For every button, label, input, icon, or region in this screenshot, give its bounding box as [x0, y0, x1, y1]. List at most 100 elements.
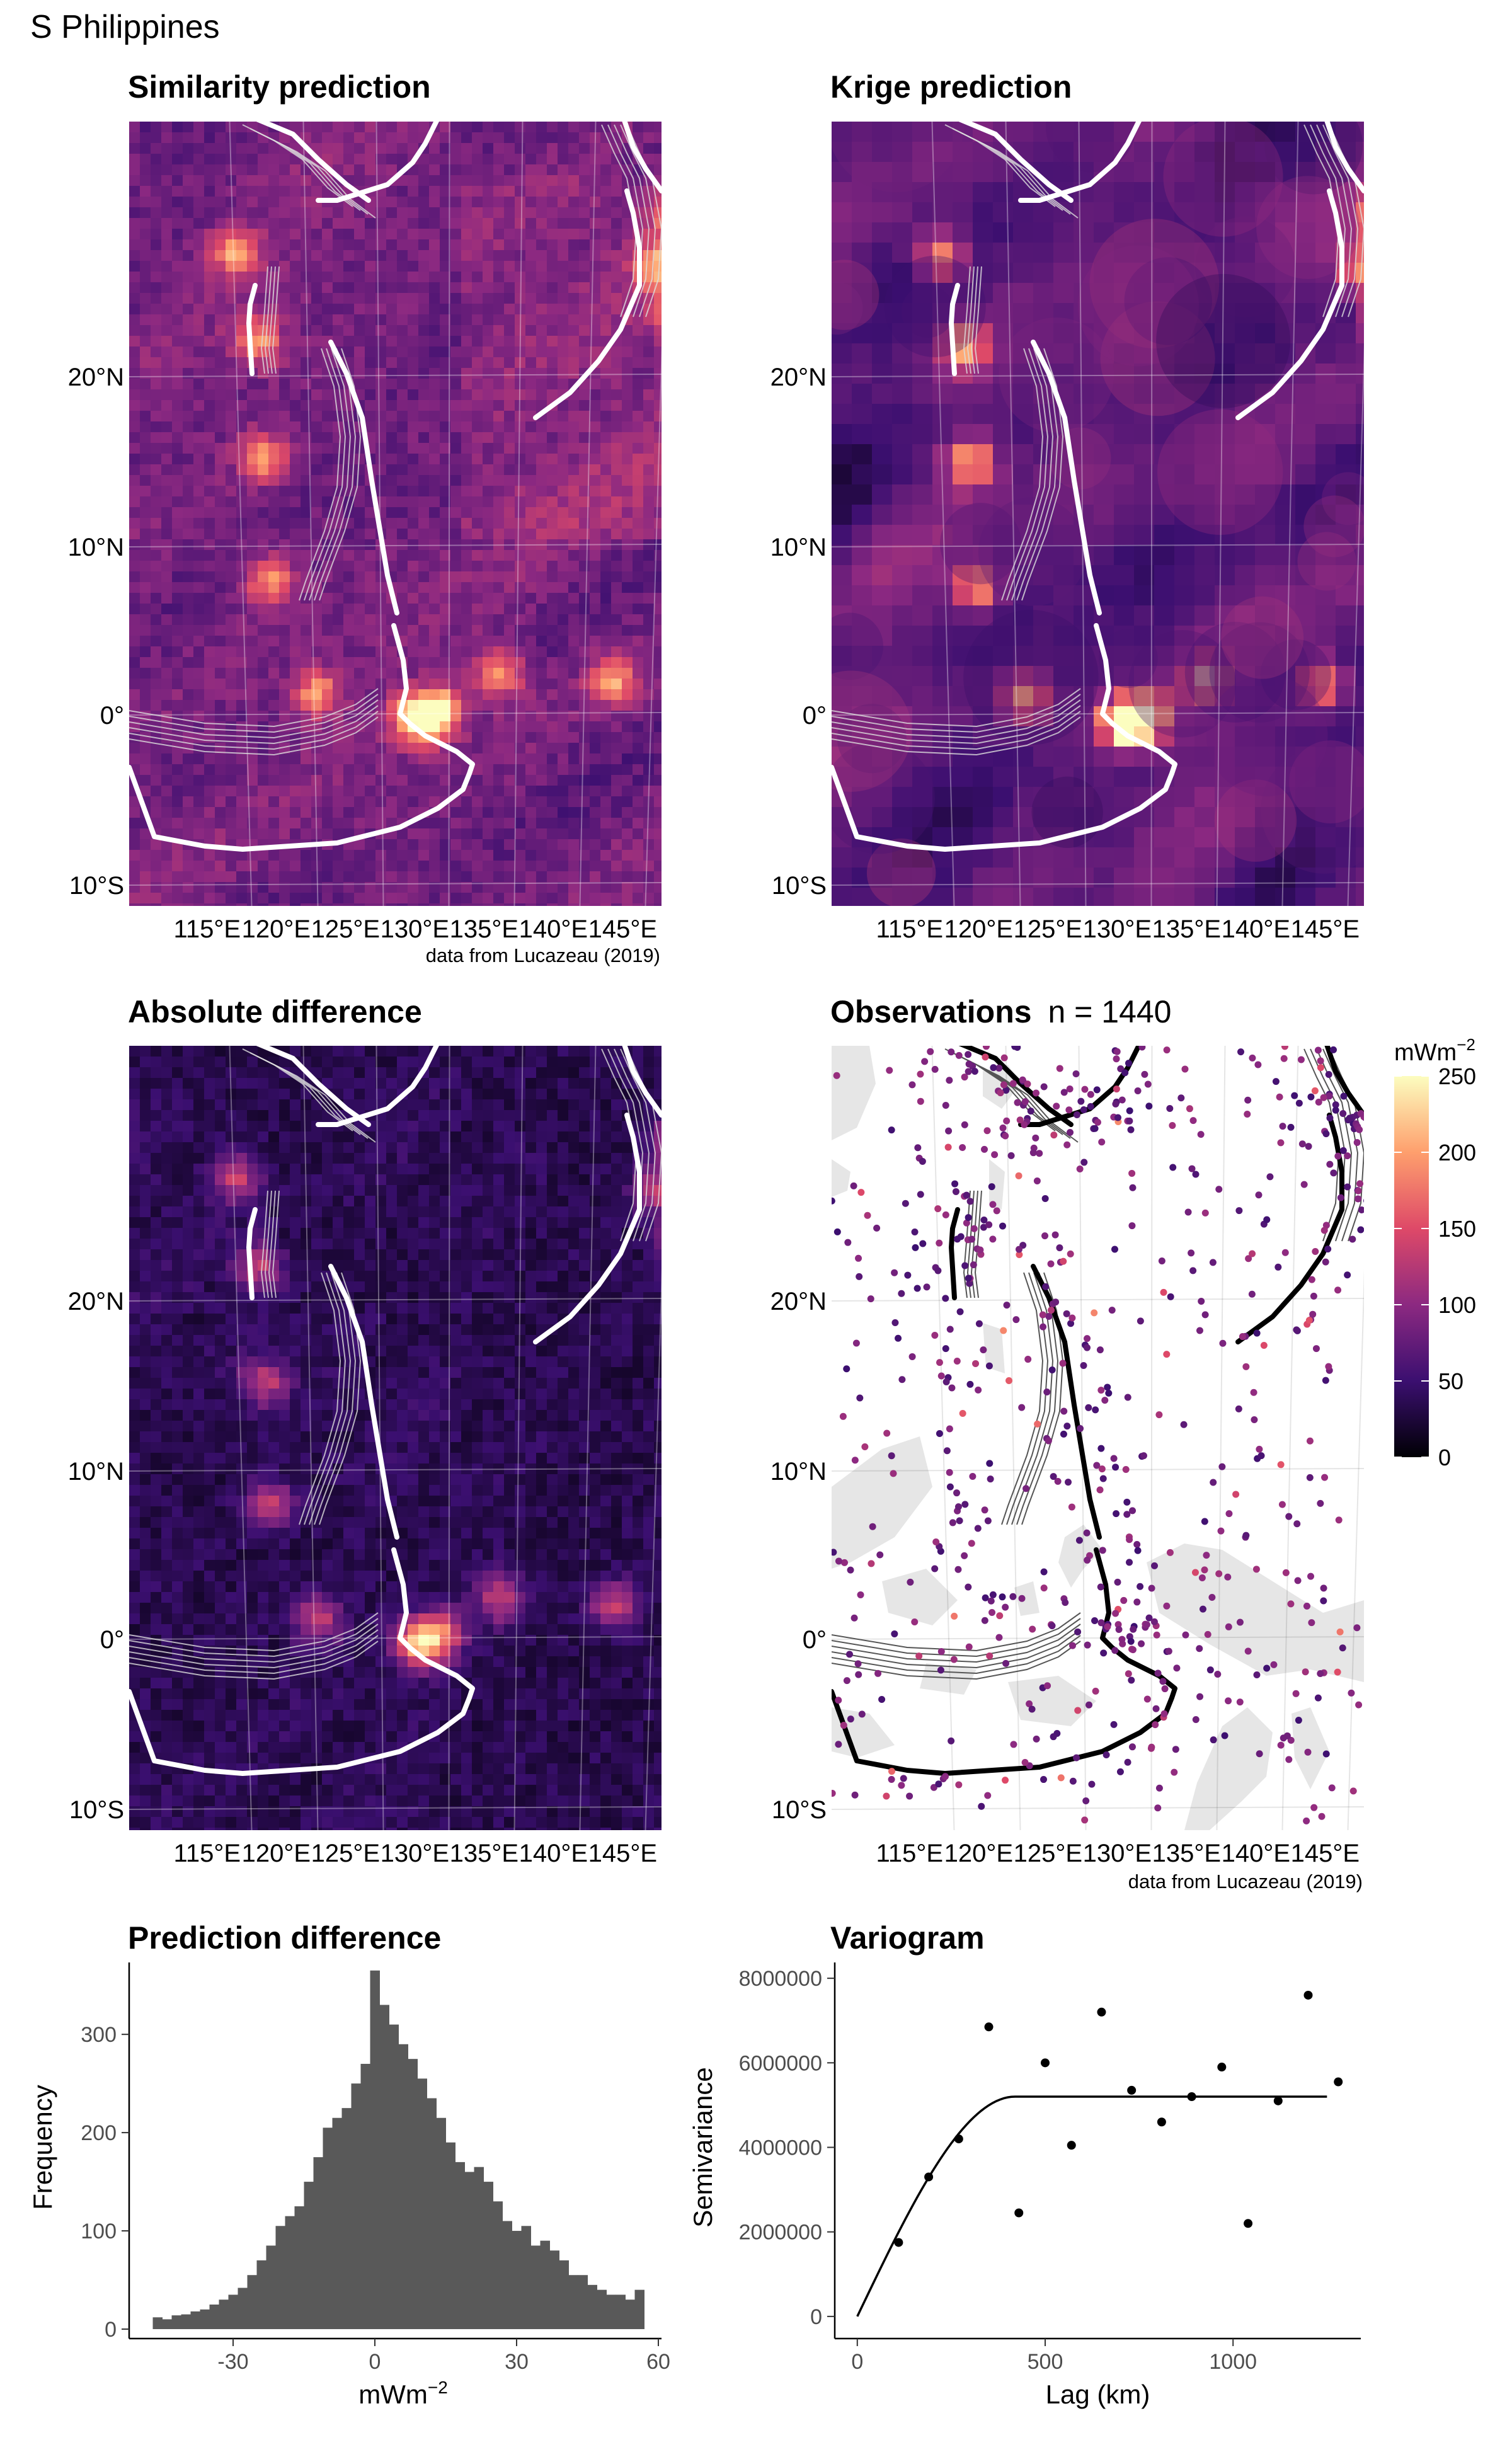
- raster-cell: [301, 357, 312, 369]
- raster-cell: [397, 175, 408, 186]
- raster-cell: [204, 389, 215, 401]
- raster-cell: [343, 796, 355, 808]
- raster-cell: [558, 668, 569, 679]
- latitude-tick-label: 20°N: [68, 364, 124, 391]
- raster-cell: [472, 743, 483, 754]
- raster-cell: [643, 604, 655, 615]
- raster-cell: [226, 711, 237, 722]
- raster-cell: [343, 539, 355, 551]
- raster-cell: [268, 614, 280, 626]
- raster-cell: [183, 668, 194, 679]
- raster-cell: [375, 197, 387, 208]
- raster-cell: [440, 507, 451, 518]
- raster-cell: [1074, 384, 1094, 404]
- raster-cell: [322, 679, 333, 690]
- raster-cell: [611, 250, 622, 261]
- raster-cell: [590, 132, 601, 144]
- raster-cell: [450, 614, 462, 626]
- raster-cell: [322, 700, 333, 711]
- raster-cell: [1235, 888, 1256, 906]
- raster-cell: [1315, 364, 1336, 384]
- raster-cell: [215, 871, 226, 883]
- raster-cell: [397, 464, 408, 476]
- raster-cell: [418, 882, 430, 893]
- raster-cell: [354, 818, 365, 829]
- raster-cell: [525, 636, 537, 647]
- raster-cell: [504, 464, 515, 476]
- raster-cell: [375, 486, 387, 497]
- raster-cell: [183, 475, 194, 486]
- trench-line: [958, 122, 1074, 203]
- raster-cell: [279, 421, 290, 433]
- raster-cell: [483, 593, 494, 604]
- raster-cell: [151, 679, 162, 690]
- raster-cell: [301, 625, 312, 636]
- raster-cell: [892, 847, 913, 868]
- raster-cell: [343, 304, 355, 315]
- raster-cell: [1013, 404, 1034, 425]
- raster-cell: [590, 732, 601, 743]
- raster-cell: [1255, 827, 1276, 848]
- raster-cell: [311, 379, 323, 390]
- raster-cell: [343, 132, 355, 144]
- raster-cell: [872, 464, 893, 485]
- raster-cell: [493, 379, 505, 390]
- raster-cell: [1235, 424, 1256, 445]
- raster-cell: [151, 400, 162, 411]
- raster-cell: [333, 861, 344, 872]
- raster-cell: [611, 700, 622, 711]
- raster-cell: [322, 850, 333, 861]
- raster-cell: [1295, 404, 1316, 425]
- raster-cell: [600, 582, 612, 593]
- raster-cell: [311, 689, 323, 701]
- raster-cell: [429, 475, 440, 486]
- raster-cell: [429, 282, 440, 294]
- raster-cell: [590, 272, 601, 283]
- latitude-gridline: [129, 882, 662, 886]
- raster-cell: [183, 893, 194, 904]
- raster-cell: [161, 379, 173, 390]
- raster-cell: [579, 646, 590, 658]
- raster-cell: [536, 282, 547, 294]
- longitude-gridline: [1078, 122, 1087, 906]
- longitude-gridline: [931, 122, 955, 906]
- raster-cell: [1114, 626, 1135, 646]
- raster-cell: [483, 582, 494, 593]
- raster-cell: [973, 525, 994, 546]
- raster-cell: [461, 218, 472, 229]
- raster-cell: [290, 539, 301, 551]
- raster-cell: [204, 143, 215, 154]
- raster-cell: [397, 893, 408, 904]
- raster-cell: [493, 711, 505, 722]
- raster-cell: [633, 1046, 644, 1057]
- raster-cell: [547, 786, 558, 797]
- raster-cell: [1114, 686, 1135, 707]
- raster-cell: [622, 261, 633, 272]
- raster-cell: [536, 850, 547, 861]
- raster-cell: [397, 454, 408, 465]
- raster-cell: [643, 861, 655, 872]
- raster-cell: [183, 775, 194, 786]
- raster-cell: [151, 529, 162, 540]
- raster-cell: [536, 1046, 547, 1057]
- raster-cell: [226, 389, 237, 401]
- raster-cell: [301, 582, 312, 593]
- raster-cell: [633, 539, 644, 551]
- raster-cell: [386, 272, 398, 283]
- raster-cell: [515, 818, 526, 829]
- raster-cell: [354, 657, 365, 668]
- raster-cell: [429, 154, 440, 165]
- raster-cell: [558, 893, 569, 904]
- raster-cell: [472, 250, 483, 261]
- raster-cell: [193, 132, 205, 144]
- raster-cell: [172, 604, 183, 615]
- raster-cell: [193, 775, 205, 786]
- raster-cell: [301, 871, 312, 883]
- raster-cell: [483, 400, 494, 411]
- raster-cell: [600, 475, 612, 486]
- raster-cell: [654, 421, 662, 433]
- raster-cell: [375, 421, 387, 433]
- raster-cell: [365, 1057, 376, 1068]
- longitude-tick-label: 115°E: [174, 915, 241, 943]
- raster-cell: [279, 786, 290, 797]
